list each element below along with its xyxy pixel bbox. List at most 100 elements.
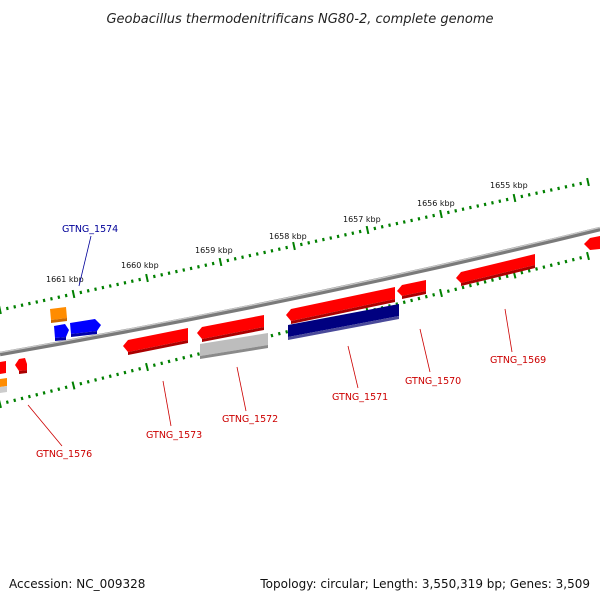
ruler-minor-tick <box>557 186 561 191</box>
gene-arrow-small-blue[interactable] <box>54 324 69 338</box>
ruler-minor-tick <box>116 372 120 377</box>
ruler-minor-tick <box>549 263 553 268</box>
ruler-minor-tick <box>424 294 428 299</box>
ruler-minor-tick <box>42 391 46 395</box>
outer-ruler <box>0 177 590 315</box>
ruler-minor-tick <box>432 213 436 218</box>
ruler-minor-tick <box>86 289 90 293</box>
ruler-minor-tick <box>182 268 186 272</box>
ruler-minor-tick <box>535 267 539 271</box>
ruler-minor-tick <box>13 305 17 309</box>
ruler-minor-tick <box>263 250 267 255</box>
ruler-minor-tick <box>446 289 450 293</box>
ruler-major-tick <box>512 193 517 203</box>
ruler-major-tick <box>0 305 2 315</box>
gene-arrow-red-small[interactable] <box>197 315 264 339</box>
ruler-minor-tick <box>542 265 546 269</box>
ruler-minor-tick <box>358 229 362 234</box>
gene-arrow-gtng-1569[interactable] <box>456 254 535 283</box>
gene-label-gtng-1569[interactable]: GTNG_1569 <box>490 355 546 366</box>
ruler-minor-tick <box>35 300 39 304</box>
ruler-minor-tick <box>108 284 112 288</box>
gene-arrow-gtng-1570[interactable] <box>397 280 426 296</box>
gene-arrow-gtng-1574[interactable] <box>70 319 101 334</box>
ruler-minor-tick <box>483 202 487 207</box>
gene-arrow-edge-red[interactable] <box>584 236 600 250</box>
genome-backbone <box>0 226 600 357</box>
ruler-minor-tick <box>505 197 509 202</box>
ruler-minor-tick <box>542 189 546 194</box>
gene-label-gtng-1573[interactable]: GTNG_1573 <box>146 430 202 441</box>
ruler-minor-tick <box>468 283 472 288</box>
gene-arrow-gtng-1576[interactable] <box>15 358 27 371</box>
ruler-major-tick <box>365 225 370 235</box>
ruler-minor-tick <box>255 252 259 256</box>
ruler-minor-tick <box>108 374 112 379</box>
ruler-minor-tick <box>189 354 193 358</box>
ruler-minor-tick <box>579 256 583 260</box>
ruler-minor-tick <box>57 295 61 299</box>
tick-label: 1661 kbp <box>46 275 84 284</box>
gene-edge-orange-left[interactable] <box>0 378 7 387</box>
ruler-minor-tick <box>527 193 531 197</box>
ruler-minor-tick <box>571 257 575 262</box>
ruler-minor-tick <box>160 273 164 277</box>
accession-text: Accession: NC_009328 <box>9 577 146 591</box>
ruler-minor-tick <box>410 218 414 223</box>
gene-label-gtng-1570[interactable]: GTNG_1570 <box>405 376 461 387</box>
ruler-minor-tick <box>417 217 421 221</box>
ruler-minor-tick <box>197 265 200 269</box>
ruler-minor-tick <box>498 276 502 281</box>
ruler-minor-tick <box>211 261 215 266</box>
ruler-major-tick <box>218 257 223 267</box>
tick-label: 1655 kbp <box>490 181 528 190</box>
ruler-minor-tick <box>152 274 156 279</box>
ruler-minor-tick <box>498 199 502 203</box>
ruler-major-tick <box>145 273 149 283</box>
gene-label-gtng-1571[interactable]: GTNG_1571 <box>332 392 388 403</box>
gene-labels: GTNG_1574 GTNG_1569 GTNG_1570 GTNG_1571 … <box>36 224 546 460</box>
ruler-labels: 1655 kbp 1656 kbp 1657 kbp 1658 kbp 1659… <box>46 181 528 284</box>
ruler-minor-tick <box>535 191 538 195</box>
ruler-minor-tick <box>299 242 303 247</box>
gene-label-gtng-1576[interactable]: GTNG_1576 <box>36 449 92 460</box>
ruler-minor-tick <box>270 333 274 338</box>
gene-label-gtng-1572[interactable]: GTNG_1572 <box>222 414 278 425</box>
ruler-minor-tick <box>189 266 193 271</box>
gene-orange-feature[interactable] <box>50 307 67 320</box>
ruler-minor-tick <box>20 396 24 401</box>
gene-label-gtng-1574[interactable]: GTNG_1574 <box>62 224 118 235</box>
ruler-minor-tick <box>351 231 355 235</box>
ruler-minor-tick <box>424 215 428 219</box>
ruler-minor-tick <box>373 226 377 231</box>
ruler-minor-tick <box>491 201 494 205</box>
forward-strand-features <box>50 236 600 341</box>
ruler-minor-tick <box>329 236 333 240</box>
ruler-minor-tick <box>468 205 472 210</box>
ruler-minor-tick <box>196 352 200 356</box>
ruler-major-tick <box>145 362 149 372</box>
ruler-major-tick <box>0 399 2 409</box>
ruler-minor-tick <box>321 237 325 242</box>
ruler-minor-tick <box>248 253 252 258</box>
ruler-major-tick <box>71 381 76 390</box>
tick-label: 1658 kbp <box>269 232 307 241</box>
gene-edge-red-left[interactable] <box>0 361 6 374</box>
ruler-minor-tick <box>174 269 178 274</box>
ruler-minor-tick <box>138 367 142 371</box>
ruler-minor-tick <box>520 194 524 199</box>
gene-arrow-navy[interactable] <box>288 304 399 337</box>
ruler-minor-tick <box>123 281 127 285</box>
gene-arrow-gtng-1572[interactable] <box>200 333 268 356</box>
ruler-minor-tick <box>461 207 465 211</box>
tick-label: 1657 kbp <box>343 215 381 224</box>
ruler-minor-tick <box>57 387 61 392</box>
ruler-minor-tick <box>564 185 568 189</box>
gene-arrow-gtng-1571[interactable] <box>286 287 395 321</box>
gene-arrow-gtng-1573[interactable] <box>123 328 188 352</box>
ruler-major-tick <box>71 289 76 299</box>
ruler-minor-tick <box>226 258 230 263</box>
ruler-minor-tick <box>94 287 97 291</box>
ruler-minor-tick <box>505 274 509 279</box>
